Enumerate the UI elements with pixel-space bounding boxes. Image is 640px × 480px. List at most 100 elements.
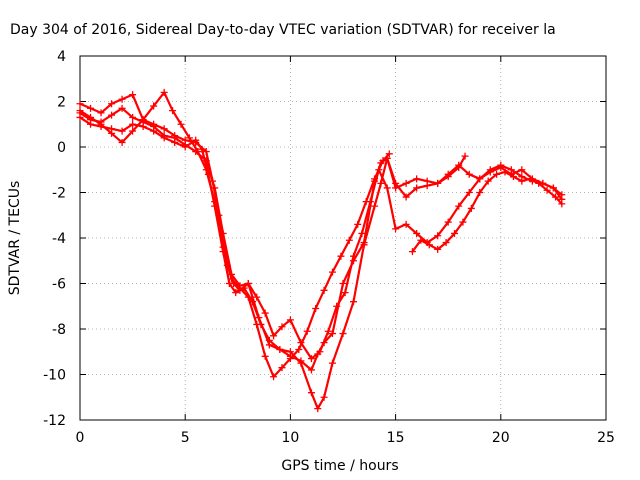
data-point: [307, 366, 315, 374]
data-point: [129, 120, 137, 128]
data-point: [413, 175, 421, 183]
data-point: [518, 177, 526, 185]
data-point: [465, 170, 473, 178]
data-point: [518, 166, 526, 174]
data-point: [484, 177, 492, 185]
x-tick-label: 15: [387, 430, 405, 446]
data-point: [526, 175, 534, 183]
data-point: [467, 204, 475, 212]
data-point: [320, 286, 328, 294]
y-tick-label: -10: [43, 368, 66, 384]
data-point: [509, 173, 517, 181]
data-point: [227, 275, 235, 283]
y-tick-label: 4: [57, 49, 66, 65]
data-point: [129, 127, 137, 135]
data-point: [160, 88, 168, 96]
data-point: [244, 280, 252, 287]
y-tick-label: 0: [57, 140, 66, 156]
data-point: [150, 102, 158, 110]
data-point: [371, 202, 379, 210]
y-axis-label: SDTVAR / TECUs: [7, 181, 23, 296]
data-point: [118, 95, 126, 103]
data-point: [341, 289, 349, 297]
data-point: [558, 200, 566, 208]
data-point: [459, 218, 467, 226]
data-point: [379, 157, 387, 165]
data-point: [219, 243, 227, 251]
y-tick-label: -6: [52, 277, 66, 293]
data-point: [253, 293, 261, 301]
data-point: [402, 220, 410, 228]
data-point: [129, 91, 137, 99]
data-point: [320, 393, 328, 401]
data-point: [444, 218, 452, 226]
data-point: [312, 305, 320, 313]
y-tick-label: 2: [57, 95, 66, 111]
x-tick-label: 20: [492, 430, 510, 446]
data-point: [108, 100, 116, 108]
data-point: [278, 323, 286, 331]
data-point: [328, 359, 336, 367]
data-point: [455, 161, 463, 169]
data-point: [552, 193, 560, 201]
series-4: [76, 88, 393, 381]
data-point: [314, 405, 322, 413]
data-point: [181, 141, 189, 149]
data-point: [198, 145, 206, 153]
data-point: [150, 123, 158, 131]
data-point: [211, 184, 219, 192]
data-point: [118, 138, 126, 146]
data-point: [507, 166, 515, 174]
data-point: [328, 268, 336, 276]
data-point: [402, 179, 410, 187]
data-point: [377, 179, 385, 187]
data-point: [76, 107, 84, 115]
data-point: [276, 345, 284, 353]
series-3: [76, 104, 566, 363]
data-point: [286, 355, 294, 363]
data-point: [434, 232, 442, 240]
grid: [80, 56, 606, 420]
data-point: [423, 182, 431, 190]
data-point: [278, 364, 286, 372]
data-point: [225, 280, 233, 287]
data-point: [337, 252, 345, 260]
x-axis: 0 5 10 15 20 25: [76, 56, 615, 446]
data-point: [97, 120, 105, 128]
data-point: [185, 134, 193, 142]
data-point: [417, 236, 425, 244]
data-point: [497, 161, 505, 169]
x-tick-label: 5: [181, 430, 190, 446]
data-point: [194, 148, 202, 156]
data-point: [202, 157, 210, 165]
data-point: [350, 252, 358, 260]
data-point: [549, 184, 557, 192]
data-point: [345, 236, 353, 244]
data-point: [97, 109, 105, 117]
data-point: [108, 111, 116, 119]
series-line: [78, 107, 563, 360]
data-point: [461, 152, 469, 160]
y-tick-label: -4: [52, 231, 66, 247]
data-point: [265, 336, 273, 344]
data-point: [371, 175, 379, 183]
data-point: [171, 134, 179, 142]
data-point: [160, 125, 168, 133]
data-point: [244, 293, 252, 301]
data-point: [270, 332, 278, 340]
data-point: [358, 229, 366, 237]
series-line: [78, 91, 391, 378]
data-point: [333, 302, 341, 310]
data-point: [202, 166, 210, 174]
data-point: [383, 184, 391, 192]
data-point: [434, 179, 442, 187]
data-point: [476, 189, 484, 196]
data-point: [392, 225, 400, 233]
data-point: [253, 320, 261, 328]
data-point: [307, 355, 315, 363]
y-axis: -12 -10 -8 -6 -4 -2 0 2 4: [43, 49, 606, 429]
data-point: [169, 107, 177, 115]
data-point: [444, 170, 452, 178]
data-point: [455, 202, 463, 210]
